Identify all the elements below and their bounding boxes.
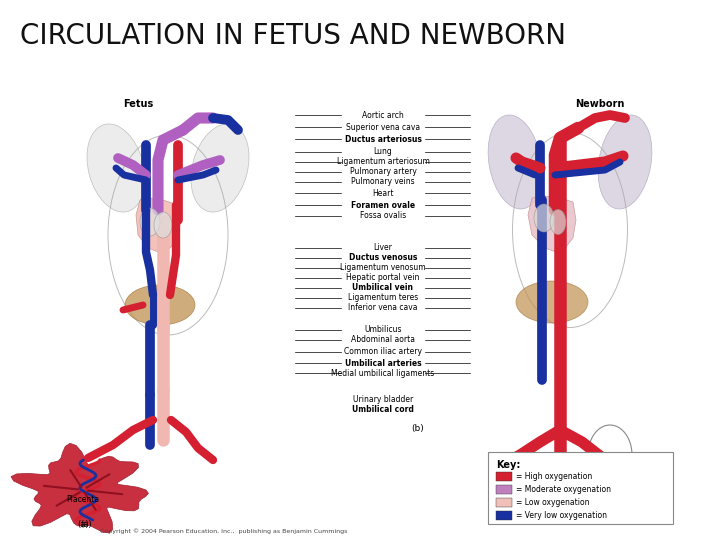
- Text: Common iliac artery: Common iliac artery: [344, 348, 422, 356]
- Text: Superior vena cava: Superior vena cava: [346, 123, 420, 132]
- Text: Ligamentum teres: Ligamentum teres: [348, 294, 418, 302]
- Text: Lung: Lung: [374, 147, 392, 157]
- Text: Key:: Key:: [496, 460, 521, 470]
- Text: Aortic arch: Aortic arch: [362, 111, 404, 119]
- Ellipse shape: [488, 115, 542, 209]
- Text: Urinary bladder: Urinary bladder: [353, 395, 413, 404]
- Bar: [496, 511, 512, 520]
- Polygon shape: [11, 443, 148, 533]
- Text: Umbilical vein: Umbilical vein: [353, 284, 413, 293]
- Text: Ductus venosus: Ductus venosus: [348, 253, 417, 262]
- Ellipse shape: [534, 204, 554, 232]
- Text: Fetus: Fetus: [123, 99, 153, 109]
- Text: Copyright © 2004 Pearson Education, Inc.,  publishing as Benjamin Cummings: Copyright © 2004 Pearson Education, Inc.…: [100, 528, 347, 534]
- Text: Umbilical cord: Umbilical cord: [352, 406, 414, 415]
- Text: (a): (a): [80, 520, 91, 529]
- Text: Ductus arteriosus: Ductus arteriosus: [345, 134, 421, 144]
- Text: Liver: Liver: [374, 244, 392, 253]
- Ellipse shape: [125, 285, 195, 325]
- Bar: [496, 485, 512, 494]
- Text: Pulmonary veins: Pulmonary veins: [351, 178, 415, 186]
- Bar: [496, 498, 512, 507]
- Text: Pulmonary artery: Pulmonary artery: [350, 167, 416, 177]
- Ellipse shape: [598, 115, 652, 209]
- Text: Inferior vena cava: Inferior vena cava: [348, 303, 418, 313]
- Text: CIRCULATION IN FETUS AND NEWBORN: CIRCULATION IN FETUS AND NEWBORN: [20, 22, 566, 50]
- Text: Fossa ovalis: Fossa ovalis: [360, 212, 406, 220]
- Text: = Low oxygenation: = Low oxygenation: [516, 498, 590, 507]
- Ellipse shape: [87, 124, 145, 212]
- Bar: [496, 472, 512, 481]
- Bar: [488, 452, 673, 524]
- Polygon shape: [528, 196, 576, 252]
- Ellipse shape: [191, 124, 249, 212]
- Text: Medial umbilical ligaments: Medial umbilical ligaments: [331, 368, 435, 377]
- Text: Placenta: Placenta: [66, 495, 99, 504]
- Text: Newborn: Newborn: [575, 99, 625, 109]
- Text: = High oxygenation: = High oxygenation: [516, 472, 593, 481]
- Text: Foramen ovale: Foramen ovale: [351, 200, 415, 210]
- Ellipse shape: [550, 210, 566, 234]
- Text: (a): (a): [77, 520, 89, 529]
- Text: Ligamentum arteriosum: Ligamentum arteriosum: [336, 158, 429, 166]
- Text: (b): (b): [412, 423, 424, 433]
- Ellipse shape: [516, 281, 588, 323]
- Polygon shape: [136, 198, 180, 252]
- Text: Ligamentum venosum: Ligamentum venosum: [340, 264, 426, 273]
- Text: Abdominal aorta: Abdominal aorta: [351, 335, 415, 345]
- Text: = Very low oxygenation: = Very low oxygenation: [516, 511, 607, 520]
- Ellipse shape: [154, 212, 172, 238]
- Text: = Moderate oxygenation: = Moderate oxygenation: [516, 485, 611, 494]
- Text: Heart: Heart: [372, 188, 394, 198]
- Ellipse shape: [140, 208, 160, 236]
- Text: Umbilical arteries: Umbilical arteries: [345, 359, 421, 368]
- Text: Hepatic portal vein: Hepatic portal vein: [346, 273, 420, 282]
- Text: Umbilicus: Umbilicus: [364, 326, 402, 334]
